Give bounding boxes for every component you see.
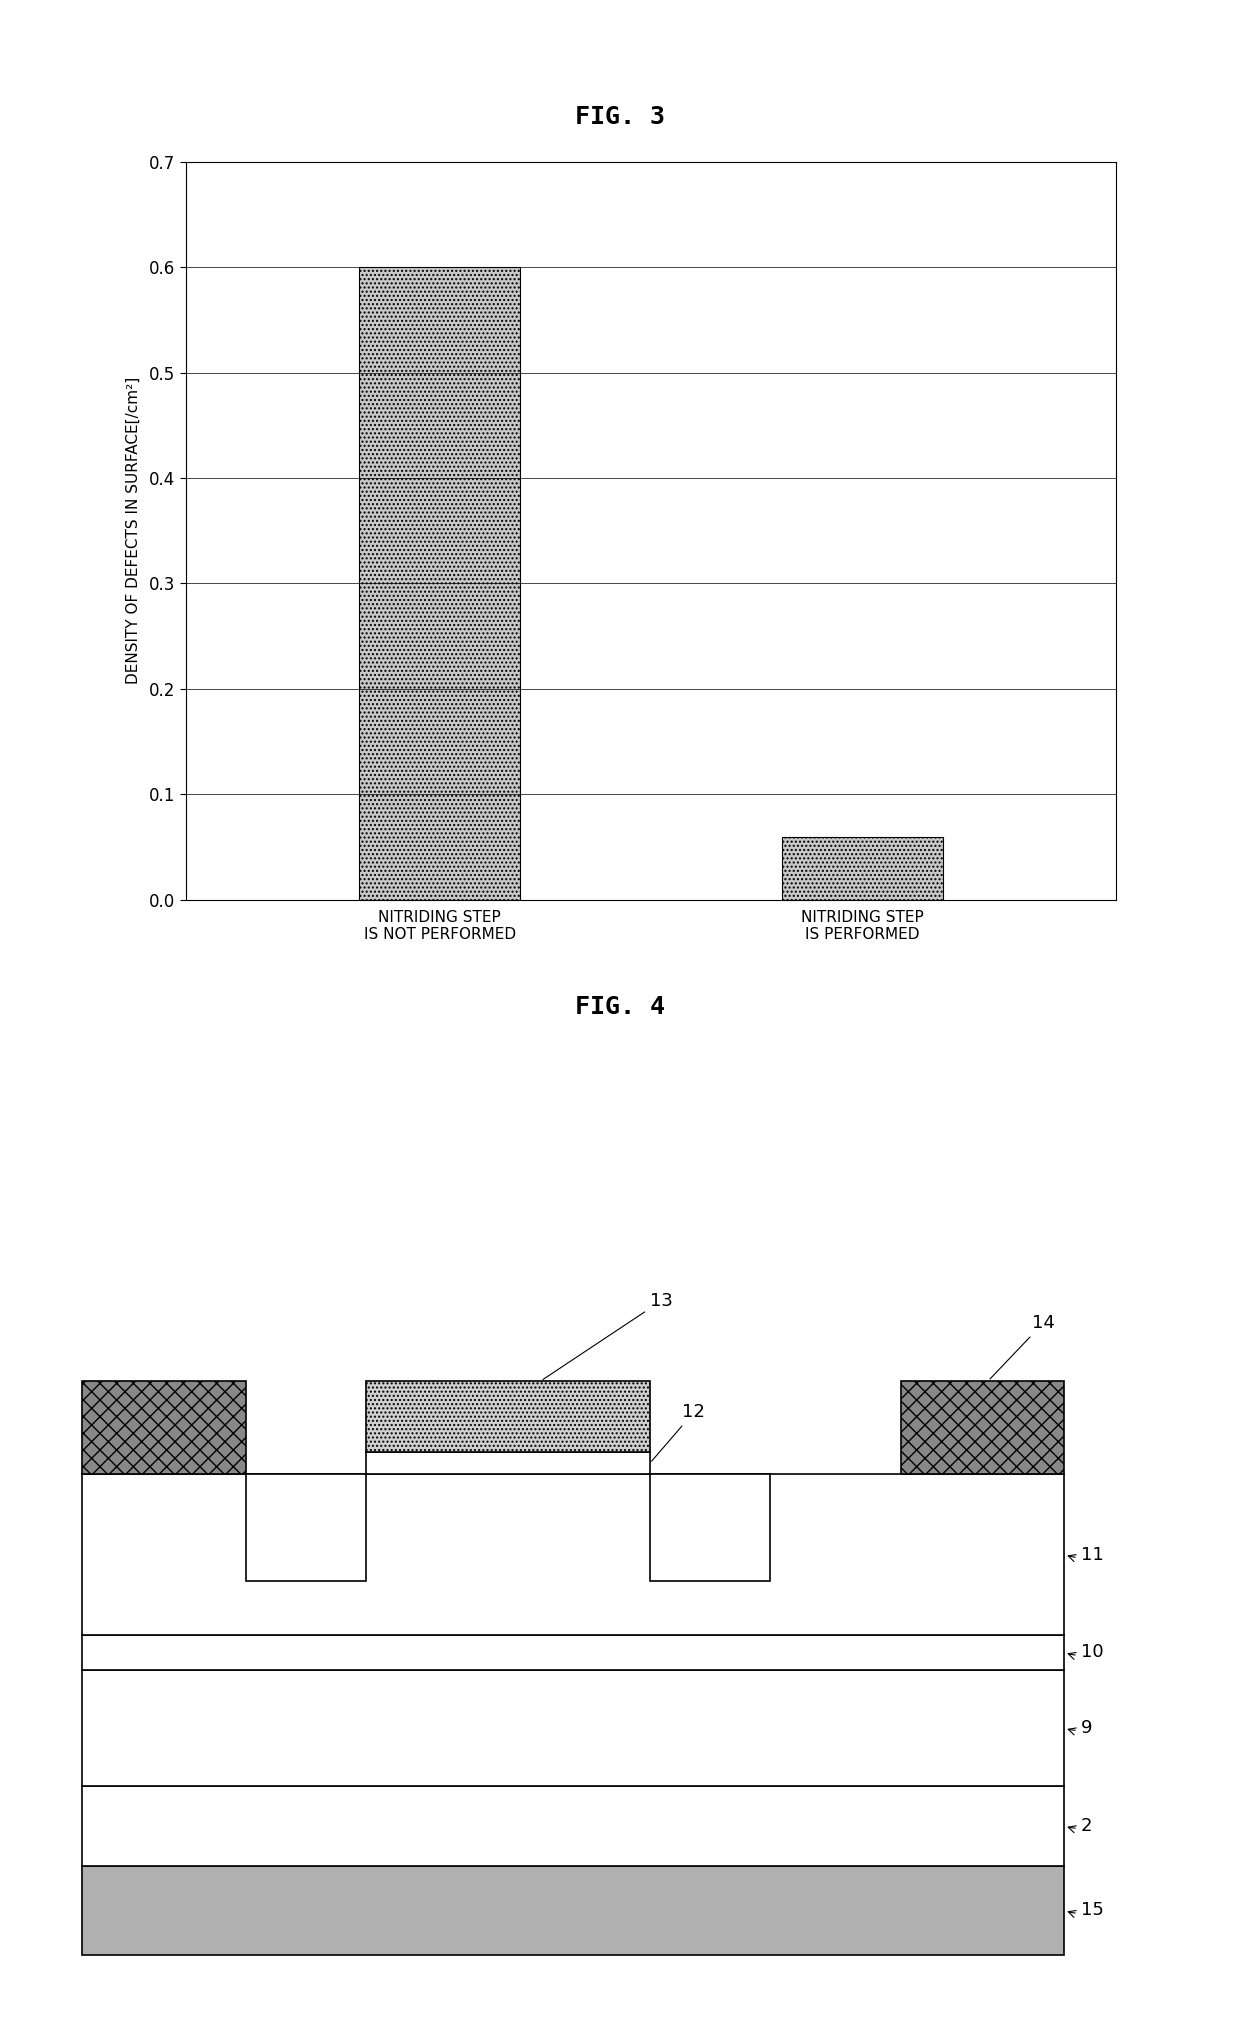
Text: 10: 10 bbox=[1068, 1644, 1104, 1662]
Text: 9: 9 bbox=[1068, 1719, 1092, 1737]
Bar bbox=[82, 1634, 1064, 1670]
Text: FIG. 4: FIG. 4 bbox=[575, 995, 665, 1019]
Text: 2: 2 bbox=[1068, 1818, 1092, 1834]
Text: 14: 14 bbox=[990, 1314, 1054, 1379]
Text: FIG. 3: FIG. 3 bbox=[575, 105, 665, 129]
Text: 13: 13 bbox=[543, 1292, 672, 1379]
Bar bbox=[900, 1381, 1064, 1474]
Bar bbox=[366, 1452, 650, 1474]
Bar bbox=[82, 1866, 1064, 1955]
Text: 11: 11 bbox=[1068, 1545, 1104, 1563]
Bar bbox=[246, 1474, 366, 1581]
Bar bbox=[82, 1381, 246, 1474]
Text: 12: 12 bbox=[651, 1403, 706, 1462]
Bar bbox=[366, 1381, 650, 1452]
Bar bbox=[82, 1785, 1064, 1866]
Bar bbox=[650, 1474, 770, 1581]
Bar bbox=[82, 1474, 1064, 1634]
Bar bbox=[782, 837, 942, 900]
Y-axis label: DENSITY OF DEFECTS IN SURFACE[/cm²]: DENSITY OF DEFECTS IN SURFACE[/cm²] bbox=[126, 378, 141, 683]
Bar bbox=[82, 1670, 1064, 1785]
Bar bbox=[360, 267, 520, 900]
Text: 15: 15 bbox=[1068, 1901, 1104, 1919]
